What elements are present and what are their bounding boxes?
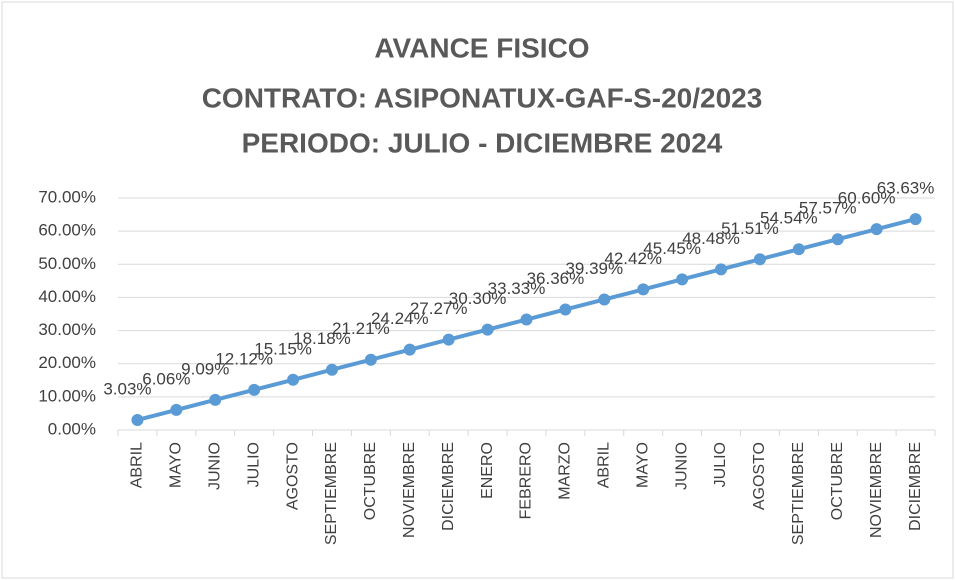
data-label: 27.27% — [410, 299, 468, 318]
marker — [715, 263, 728, 276]
x-tick-label: JULIO — [245, 442, 262, 487]
x-tick-label: JUNIO — [673, 442, 690, 490]
marker — [209, 393, 222, 406]
marker — [442, 333, 455, 346]
x-tick-label: FEBRERO — [518, 442, 535, 519]
chart-title: PERIODO: JULIO - DICIEMBRE 2024 — [242, 127, 723, 158]
y-tick-label: 0.00% — [48, 419, 96, 438]
x-tick-label: ENERO — [479, 442, 496, 499]
marker — [131, 413, 144, 426]
marker — [170, 403, 183, 416]
x-tick-label: AGOSTO — [751, 442, 768, 510]
data-label: 54.54% — [760, 209, 818, 228]
x-tick-label: DICIEMBRE — [440, 442, 457, 531]
chart-title: CONTRATO: ASIPONATUX-GAF-S-20/2023 — [202, 82, 763, 113]
data-label: 39.39% — [565, 259, 623, 278]
marker — [559, 303, 572, 316]
x-tick-label: NOVIEMBRE — [868, 442, 885, 538]
data-label: 42.42% — [604, 249, 662, 268]
data-label: 36.36% — [527, 269, 585, 288]
marker — [287, 373, 300, 386]
y-tick-label: 50.00% — [38, 254, 96, 273]
data-label: 15.15% — [254, 339, 312, 358]
x-tick-label: MARZO — [557, 442, 574, 500]
x-tick-label: DICIEMBRE — [907, 442, 924, 531]
marker — [481, 323, 494, 336]
x-tick-label: AGOSTO — [284, 442, 301, 510]
marker — [364, 353, 377, 366]
data-label: 9.09% — [181, 359, 229, 378]
data-label: 21.21% — [332, 319, 390, 338]
marker — [909, 213, 922, 226]
data-label: 48.48% — [682, 229, 740, 248]
chart-title: AVANCE FISICO — [374, 32, 589, 63]
data-label: 30.30% — [449, 289, 507, 308]
x-tick-label: JULIO — [712, 442, 729, 487]
marker — [792, 243, 805, 256]
marker — [753, 253, 766, 266]
marker — [403, 343, 416, 356]
x-tick-label: NOVIEMBRE — [401, 442, 418, 538]
data-label: 63.63% — [877, 179, 935, 198]
marker — [520, 313, 533, 326]
x-tick-label: MAYO — [634, 442, 651, 488]
marker — [598, 293, 611, 306]
marker — [676, 273, 689, 286]
y-tick-label: 70.00% — [38, 187, 96, 206]
x-tick-label: SEPTIEMBRE — [323, 442, 340, 545]
data-label: 12.12% — [215, 349, 273, 368]
x-tick-label: ABRIL — [129, 442, 146, 488]
marker — [637, 283, 650, 296]
data-label: 45.45% — [643, 239, 701, 258]
marker — [831, 233, 844, 246]
marker — [870, 223, 883, 236]
data-label: 24.24% — [371, 309, 429, 328]
x-tick-label: SEPTIEMBRE — [790, 442, 807, 545]
y-tick-label: 10.00% — [38, 386, 96, 405]
data-label: 51.51% — [721, 219, 779, 238]
marker — [248, 383, 261, 396]
x-tick-label: JUNIO — [206, 442, 223, 490]
data-label: 60.60% — [838, 189, 896, 208]
marker — [325, 363, 338, 376]
y-tick-label: 20.00% — [38, 353, 96, 372]
data-label: 6.06% — [142, 369, 190, 388]
x-tick-label: ABRIL — [596, 442, 613, 488]
y-tick-label: 60.00% — [38, 221, 96, 240]
y-tick-label: 40.00% — [38, 287, 96, 306]
y-tick-label: 30.00% — [38, 320, 96, 339]
data-label: 18.18% — [293, 329, 351, 348]
data-label: 3.03% — [103, 379, 151, 398]
data-label: 57.57% — [799, 199, 857, 218]
x-tick-label: OCTUBRE — [829, 442, 846, 520]
x-tick-label: MAYO — [168, 442, 185, 488]
x-tick-label: OCTUBRE — [362, 442, 379, 520]
data-label: 33.33% — [488, 279, 546, 298]
